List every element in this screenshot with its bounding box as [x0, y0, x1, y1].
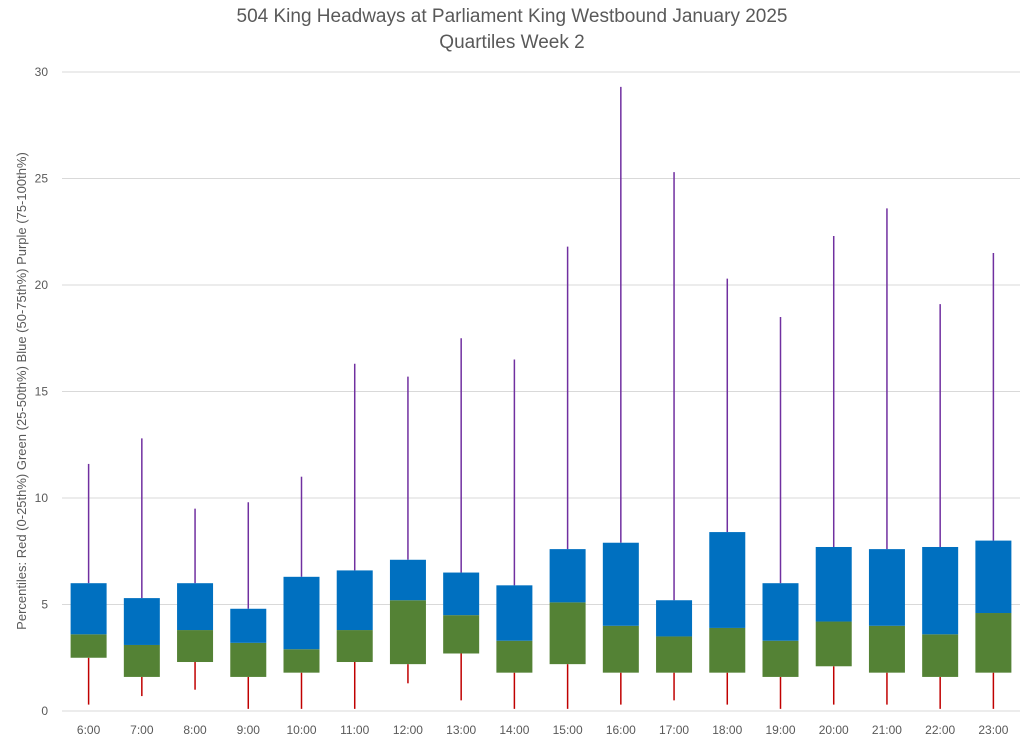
lower-box [975, 613, 1012, 673]
box-group [975, 253, 1012, 709]
box-group [123, 438, 160, 697]
upper-box [283, 576, 320, 650]
y-axis-title: Percentiles: Red (0-25th%) Green (25-50t… [14, 152, 29, 630]
lower-box [922, 634, 959, 677]
upper-box [177, 583, 214, 631]
gridlines [62, 71, 1020, 712]
x-tick-label: 12:00 [393, 723, 423, 737]
y-tick-label: 20 [35, 278, 49, 292]
y-tick-labels: 0 5 10 15 20 25 30 [35, 65, 49, 718]
upper-box [336, 570, 373, 631]
x-tick-label: 10:00 [286, 723, 316, 737]
x-tick-label: 23:00 [978, 723, 1008, 737]
box-group [336, 363, 373, 709]
box-group [283, 476, 320, 709]
upper-box [602, 542, 639, 626]
x-tick-label: 20:00 [819, 723, 849, 737]
x-tick-label: 14:00 [499, 723, 529, 737]
lower-box [709, 627, 746, 673]
lower-box [283, 649, 320, 673]
upper-box [443, 572, 480, 616]
upper-box [230, 608, 267, 643]
box-group [868, 208, 905, 705]
upper-box [922, 546, 959, 635]
x-tick-labels: 6:00 7:00 8:00 9:00 10:00 11:00 12:00 13:00 14:0… [77, 723, 1009, 737]
upper-box [815, 546, 852, 622]
lower-box [123, 644, 160, 677]
chart-title: 504 King Headways at Parliament King Wes… [237, 6, 788, 27]
lower-box [602, 625, 639, 673]
box-group [656, 172, 693, 701]
y-tick-label: 0 [41, 704, 48, 718]
lower-box [177, 630, 214, 663]
x-tick-label: 18:00 [712, 723, 742, 737]
lower-box [443, 615, 480, 654]
y-tick-label: 10 [35, 491, 49, 505]
x-tick-label: 13:00 [446, 723, 476, 737]
x-tick-label: 17:00 [659, 723, 689, 737]
box-group [549, 246, 586, 709]
box-group [602, 86, 639, 705]
x-tick-label: 8:00 [183, 723, 207, 737]
lower-box [815, 621, 852, 667]
y-tick-label: 15 [35, 385, 49, 399]
box-group [443, 338, 480, 701]
lower-box [762, 640, 799, 677]
box-group [762, 316, 799, 709]
x-tick-label: 7:00 [130, 723, 154, 737]
x-tick-label: 15:00 [553, 723, 583, 737]
x-tick-label: 11:00 [340, 723, 369, 737]
box-group [922, 304, 959, 709]
upper-box [549, 549, 586, 603]
box-group [389, 376, 426, 684]
y-tick-label: 5 [41, 598, 48, 612]
x-tick-label: 16:00 [606, 723, 636, 737]
chart-subtitle: Quartiles Week 2 [439, 32, 584, 53]
box-group [70, 463, 107, 705]
lower-box [389, 600, 426, 665]
box-group [709, 278, 746, 705]
y-tick-label: 30 [35, 65, 49, 79]
upper-box [123, 598, 160, 645]
x-tick-label: 6:00 [77, 723, 101, 737]
box-group [496, 359, 533, 709]
x-tick-label: 21:00 [872, 723, 902, 737]
lower-box [70, 634, 107, 658]
lower-box [230, 642, 267, 677]
x-tick-label: 22:00 [925, 723, 955, 737]
lower-box [868, 625, 905, 673]
upper-box [709, 532, 746, 628]
lower-box [656, 636, 693, 673]
lower-box [549, 602, 586, 665]
upper-box [389, 559, 426, 601]
box-marks [70, 86, 1012, 709]
lower-box [496, 640, 533, 673]
box-group [230, 502, 267, 709]
y-tick-label: 25 [35, 172, 49, 186]
upper-box [496, 585, 533, 641]
box-group [177, 508, 214, 690]
upper-box [656, 600, 693, 637]
lower-box [336, 630, 373, 663]
upper-box [70, 583, 107, 635]
x-tick-label: 19:00 [765, 723, 795, 737]
upper-box [975, 540, 1012, 614]
x-tick-label: 9:00 [237, 723, 261, 737]
box-group [815, 236, 852, 705]
upper-box [762, 583, 799, 641]
upper-box [868, 549, 905, 626]
